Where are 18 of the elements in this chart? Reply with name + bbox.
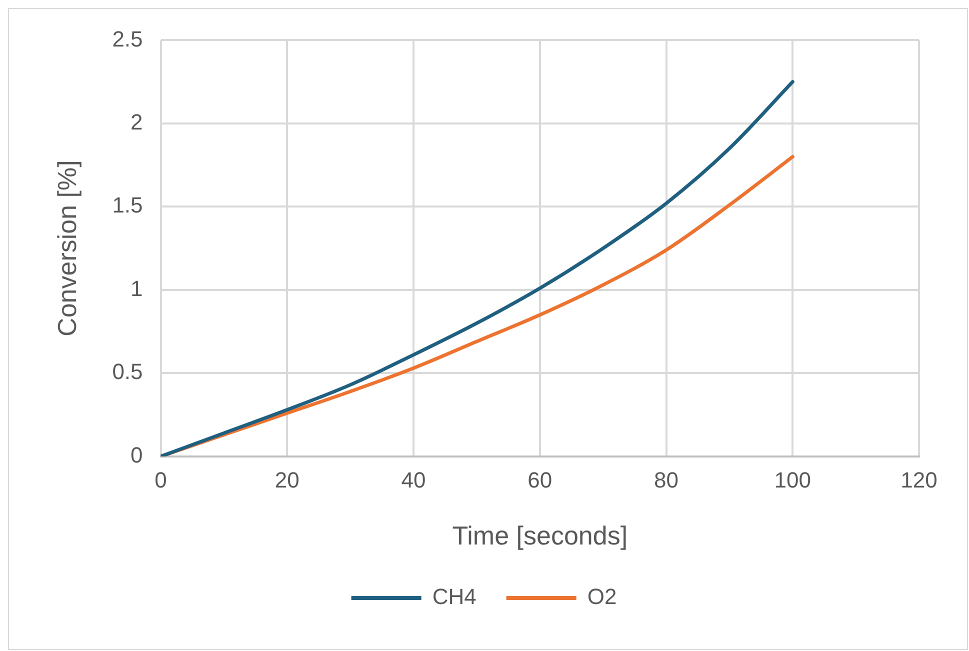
legend-label: CH4 bbox=[432, 584, 476, 610]
x-tick-label: 80 bbox=[654, 468, 679, 493]
y-tick-label: 2.5 bbox=[112, 26, 143, 52]
x-tick-label: 0 bbox=[154, 468, 167, 493]
x-tick-label: 20 bbox=[274, 468, 300, 493]
y-axis-title: Conversion [%] bbox=[52, 160, 82, 336]
y-tick-label: 1 bbox=[130, 276, 143, 301]
x-tick-label: 100 bbox=[774, 468, 811, 493]
legend-label: O2 bbox=[587, 584, 617, 610]
x-tick-label: 120 bbox=[900, 468, 938, 493]
y-tick-label: 0.5 bbox=[112, 359, 143, 384]
y-tick-label: 2 bbox=[130, 110, 143, 135]
y-tick-label: 0 bbox=[130, 442, 143, 468]
x-axis-title: Time [seconds] bbox=[452, 520, 628, 551]
line-series bbox=[160, 80, 794, 456]
x-tick-label: 40 bbox=[401, 468, 426, 493]
x-tick-label: 60 bbox=[528, 468, 552, 493]
y-tick-label: 1.5 bbox=[112, 192, 143, 218]
